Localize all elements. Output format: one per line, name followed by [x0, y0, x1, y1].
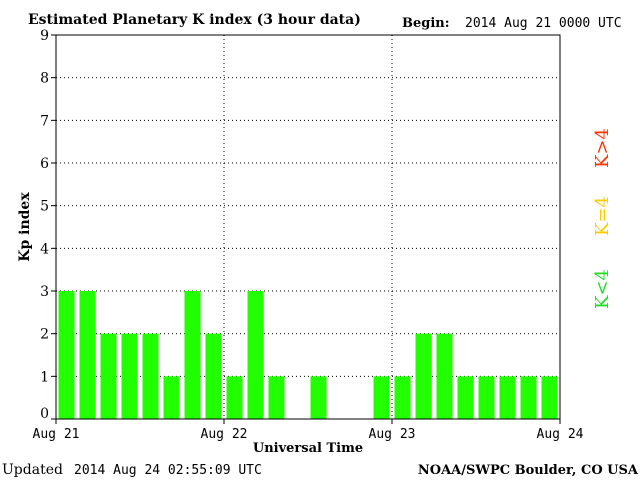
ytick-label-8: 8	[40, 71, 49, 87]
bar-series	[58, 291, 558, 419]
bar-6	[184, 291, 201, 419]
xtick-label-3: Aug 24	[537, 427, 584, 442]
legend-k-equals-4: K=4	[592, 196, 613, 236]
xtick-label-0: Aug 21	[33, 427, 80, 442]
bar-10	[268, 376, 285, 419]
x-axis-label: Universal Time	[253, 441, 363, 456]
bar-5	[163, 376, 180, 419]
source-credit: NOAA/SWPC Boulder, CO USA	[418, 463, 639, 478]
ytick-label-9: 9	[40, 28, 49, 44]
xtick-label-1: Aug 22	[201, 427, 248, 442]
bar-19	[457, 376, 474, 419]
ytick-label-7: 7	[40, 113, 49, 129]
begin-value: 2014 Aug 21 0000 UTC	[465, 16, 622, 31]
updated-value: 2014 Aug 24 02:55:09 UTC	[74, 463, 262, 478]
x-axis-ticks: Aug 21 Aug 22 Aug 23 Aug 24	[33, 419, 584, 442]
ytick-label-3: 3	[40, 284, 49, 300]
ytick-label-2: 2	[40, 327, 49, 343]
bar-8	[226, 376, 243, 419]
y-axis-ticks: 0 1 2 3 4 5 6 7 8 9	[40, 28, 56, 422]
xtick-label-2: Aug 23	[369, 427, 416, 442]
bar-9	[247, 291, 264, 419]
legend-k-less-4: K<4	[592, 269, 613, 309]
ytick-label-1: 1	[40, 369, 49, 385]
bar-12	[310, 376, 327, 419]
plot-frame	[55, 34, 561, 420]
updated-label: Updated	[2, 462, 63, 478]
bar-16	[394, 376, 411, 419]
bar-17	[415, 333, 432, 419]
ytick-label-4: 4	[40, 241, 49, 257]
bar-0	[58, 291, 75, 419]
bar-20	[478, 376, 495, 419]
ytick-label-6: 6	[40, 156, 49, 172]
legend-k-greater-4: K>4	[592, 128, 613, 168]
bar-1	[79, 291, 96, 419]
bar-23	[541, 376, 558, 419]
bar-15	[373, 376, 390, 419]
bar-18	[436, 333, 453, 419]
bar-7	[205, 333, 222, 419]
bar-21	[499, 376, 516, 419]
bar-2	[100, 333, 117, 419]
ytick-label-0: 0	[40, 406, 49, 422]
chart-title: Estimated Planetary K index (3 hour data…	[28, 12, 361, 28]
bar-3	[121, 333, 138, 419]
y-axis-label: Kp index	[17, 192, 33, 262]
bar-22	[520, 376, 537, 419]
begin-label: Begin:	[402, 16, 450, 31]
ytick-label-5: 5	[40, 199, 49, 215]
grid-lines	[56, 35, 560, 419]
legend: K>4 K=4 K<4	[592, 128, 613, 309]
bar-4	[142, 333, 159, 419]
